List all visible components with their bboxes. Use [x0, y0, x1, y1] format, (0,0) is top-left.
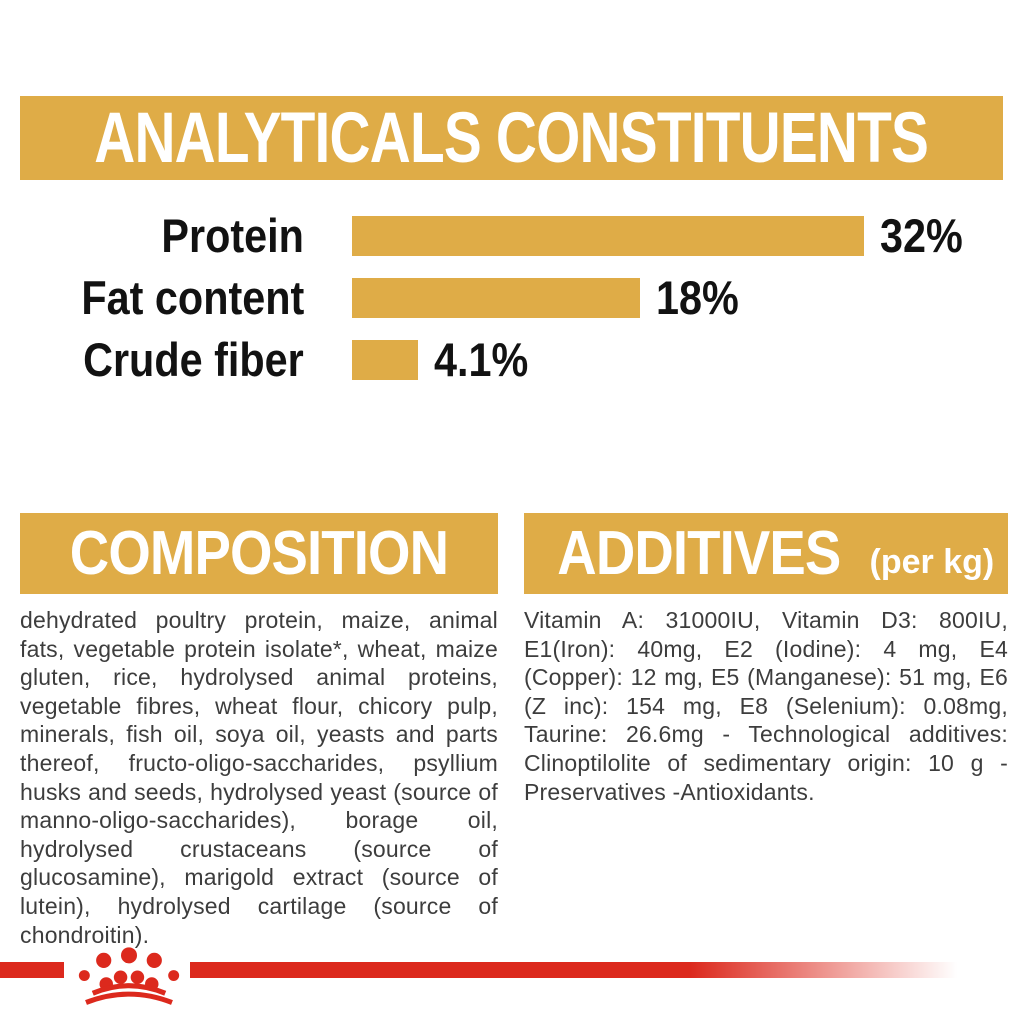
bar-protein — [352, 216, 864, 256]
chart-row-fat-content: Fat content 18% — [0, 271, 1024, 324]
additives-subtitle: (per kg) — [869, 543, 995, 581]
chart-row-protein: Protein 32% — [0, 209, 1024, 262]
analyticals-title: ANALYTICALS CONSTITUENTS — [94, 98, 930, 178]
bar-value-crude-fiber: 4.1% — [433, 333, 528, 386]
analytical-constituents-chart: Protein 32% Fat content 18% Crude fiber … — [0, 209, 1024, 402]
chart-row-crude-fiber: Crude fiber 4.1% — [0, 333, 1024, 386]
composition-banner: COMPOSITION — [20, 513, 498, 594]
composition-body: dehydrated poultry protein, maize, anima… — [20, 607, 498, 948]
additives-title: ADDITIVES — [557, 519, 841, 588]
bar-fat-content — [352, 278, 640, 318]
bar-label-crude-fiber: Crude fiber — [83, 333, 304, 386]
additives-banner: ADDITIVES (per kg) — [524, 513, 1008, 594]
additives-body: Vitamin A: 31000IU, Vitamin D3: 800IU, E… — [524, 607, 1008, 805]
bar-crude-fiber — [352, 340, 418, 380]
composition-section: COMPOSITION dehydrated poultry protein, … — [20, 513, 498, 949]
composition-title: COMPOSITION — [69, 519, 449, 588]
additives-section: ADDITIVES (per kg) Vitamin A: 31000IU, V… — [524, 513, 1008, 806]
bar-value-fat-content: 18% — [656, 271, 739, 324]
bar-value-protein: 32% — [880, 209, 963, 262]
bar-label-protein: Protein — [161, 209, 304, 262]
brand-divider-left — [0, 962, 64, 978]
royal-canin-crown-icon — [78, 947, 180, 1005]
analyticals-banner: ANALYTICALS CONSTITUENTS — [20, 96, 1003, 180]
bar-label-fat-content: Fat content — [81, 271, 304, 324]
brand-divider-right — [190, 962, 1024, 978]
